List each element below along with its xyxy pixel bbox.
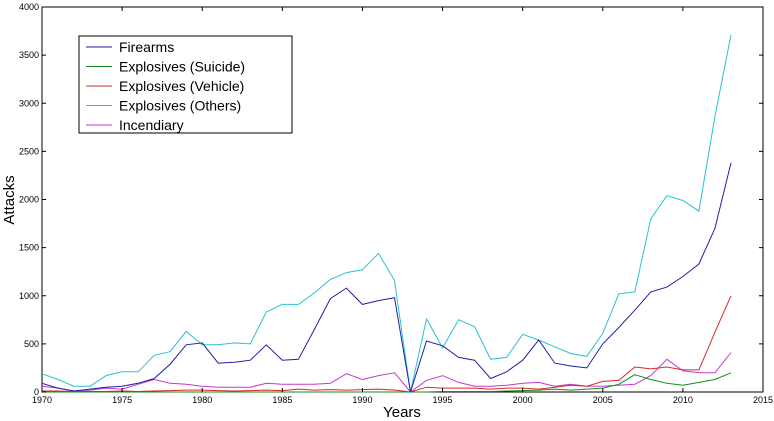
y-tick-label: 1500 [19, 243, 39, 253]
legend: Firearms Explosives (Suicide) Explosives (… [78, 35, 293, 134]
series-line-firearms [41, 162, 732, 393]
x-tick-label: 1980 [192, 395, 212, 405]
series-line-explosives-others [41, 34, 732, 393]
y-tick-label: 3000 [19, 98, 39, 108]
y-tick-label: 4000 [19, 2, 39, 12]
x-tick-label: 2005 [593, 395, 613, 405]
y-axis-title: Attacks [1, 175, 18, 224]
series-line-incendiary [41, 352, 732, 393]
y-tick-label: 2500 [19, 146, 39, 156]
x-axis-title: Years [383, 404, 421, 421]
legend-label: Firearms [119, 39, 174, 55]
legend-label: Explosives (Vehicle) [119, 78, 244, 94]
y-tick-label: 3500 [19, 50, 39, 60]
series-group [41, 34, 732, 393]
x-tick-label: 1970 [32, 395, 52, 405]
series-line-explosives-vehicle [42, 295, 732, 393]
y-tick-label: 0 [34, 387, 39, 397]
y-tick-label: 500 [24, 339, 39, 349]
y-tick-label: 2000 [19, 195, 39, 205]
x-tick-label: 1985 [272, 395, 292, 405]
legend-label: Incendiary [119, 117, 184, 133]
x-tick-label: 1975 [112, 395, 132, 405]
legend-box [78, 35, 293, 134]
x-tick-label: 2015 [753, 395, 773, 405]
legend-label: Explosives (Suicide) [119, 59, 245, 75]
x-tick-label: 2000 [513, 395, 533, 405]
x-tick-label: 1990 [352, 395, 372, 405]
y-tick-label: 1000 [19, 291, 39, 301]
y-axis-ticks: 0 500 1000 1500 2000 2500 3000 3500 4000 [19, 2, 763, 397]
x-tick-label: 2010 [673, 395, 693, 405]
x-tick-label: 1995 [433, 395, 453, 405]
x-axis-ticks: 1970 1975 1980 1985 1990 1995 2000 2005 2010 2015 [32, 7, 773, 405]
legend-label: Explosives (Others) [119, 98, 241, 114]
series-line-explosives-suicide [42, 372, 732, 393]
